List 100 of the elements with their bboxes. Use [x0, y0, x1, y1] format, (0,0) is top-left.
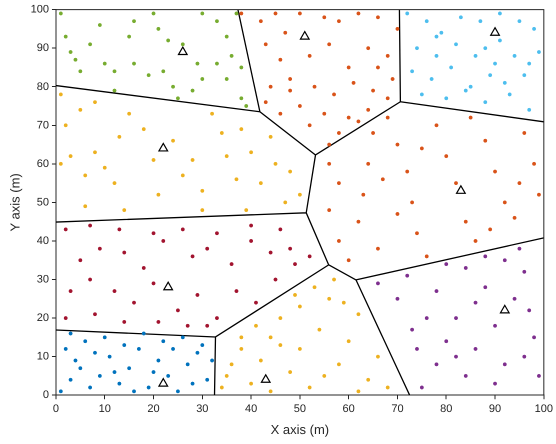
point — [308, 54, 312, 58]
point — [274, 12, 278, 16]
point — [230, 362, 234, 366]
point — [258, 19, 263, 24]
point — [386, 96, 390, 100]
point — [58, 389, 63, 394]
point — [142, 127, 146, 132]
point — [366, 108, 370, 112]
point — [127, 366, 132, 370]
point — [78, 108, 82, 112]
point — [424, 19, 429, 24]
point — [68, 332, 73, 336]
point — [176, 96, 180, 100]
point — [424, 254, 429, 258]
x-tick-label: 30 — [196, 402, 208, 415]
point — [180, 42, 185, 46]
point — [112, 69, 116, 74]
point — [346, 339, 351, 344]
point — [434, 54, 438, 58]
y-tick-label: 50 — [36, 196, 49, 208]
point — [102, 166, 107, 170]
point — [268, 335, 273, 340]
point — [200, 188, 204, 193]
point — [112, 289, 116, 294]
y-tick-label: 0 — [42, 389, 49, 402]
point — [327, 296, 332, 301]
point — [108, 354, 112, 359]
point — [234, 289, 238, 294]
point — [405, 170, 410, 174]
point — [498, 38, 502, 42]
point — [249, 382, 254, 386]
point — [190, 158, 195, 162]
point — [152, 12, 156, 16]
point — [366, 46, 370, 50]
point — [166, 374, 170, 378]
point — [502, 80, 507, 85]
point — [396, 142, 400, 147]
point — [249, 224, 254, 228]
point — [268, 389, 273, 394]
point — [176, 308, 180, 312]
point — [64, 123, 68, 128]
point — [74, 358, 78, 362]
point — [434, 123, 438, 128]
point — [68, 50, 73, 54]
point — [512, 54, 516, 58]
point — [190, 382, 195, 386]
point — [454, 181, 458, 186]
point — [274, 278, 278, 282]
point — [122, 250, 126, 254]
point — [512, 216, 516, 220]
point — [132, 300, 136, 305]
point — [430, 77, 434, 81]
point — [180, 227, 185, 232]
point — [58, 162, 63, 166]
point — [532, 162, 536, 166]
point — [342, 300, 346, 305]
point — [156, 320, 160, 324]
point — [444, 262, 448, 266]
point — [88, 224, 92, 228]
point — [112, 370, 116, 374]
x-tick-label: 80 — [440, 402, 452, 415]
point — [356, 312, 360, 316]
point — [64, 316, 68, 320]
point — [449, 65, 454, 70]
point — [312, 285, 316, 290]
point — [88, 278, 92, 282]
point — [420, 92, 424, 96]
point — [386, 54, 390, 58]
point — [224, 77, 229, 81]
point — [58, 92, 63, 96]
y-tick-label: 30 — [36, 274, 49, 286]
point — [215, 231, 219, 236]
point — [224, 374, 229, 378]
point — [327, 162, 332, 166]
point — [178, 46, 188, 56]
point — [205, 246, 210, 251]
point — [200, 77, 204, 81]
point — [308, 386, 312, 390]
point — [424, 316, 429, 320]
point — [254, 300, 258, 305]
point — [371, 131, 376, 135]
point — [171, 84, 175, 89]
point — [156, 358, 160, 362]
point — [500, 304, 510, 314]
point — [78, 69, 82, 74]
point — [474, 346, 478, 351]
point — [410, 69, 414, 74]
point — [415, 231, 419, 236]
point — [336, 239, 341, 243]
point — [474, 54, 478, 58]
point — [332, 278, 336, 282]
point — [215, 316, 219, 320]
point — [288, 246, 292, 251]
point — [98, 374, 102, 378]
point — [163, 282, 174, 290]
point — [156, 26, 160, 31]
point — [88, 386, 92, 390]
y-tick-label: 90 — [36, 42, 49, 54]
point — [200, 208, 204, 212]
point — [488, 73, 492, 78]
